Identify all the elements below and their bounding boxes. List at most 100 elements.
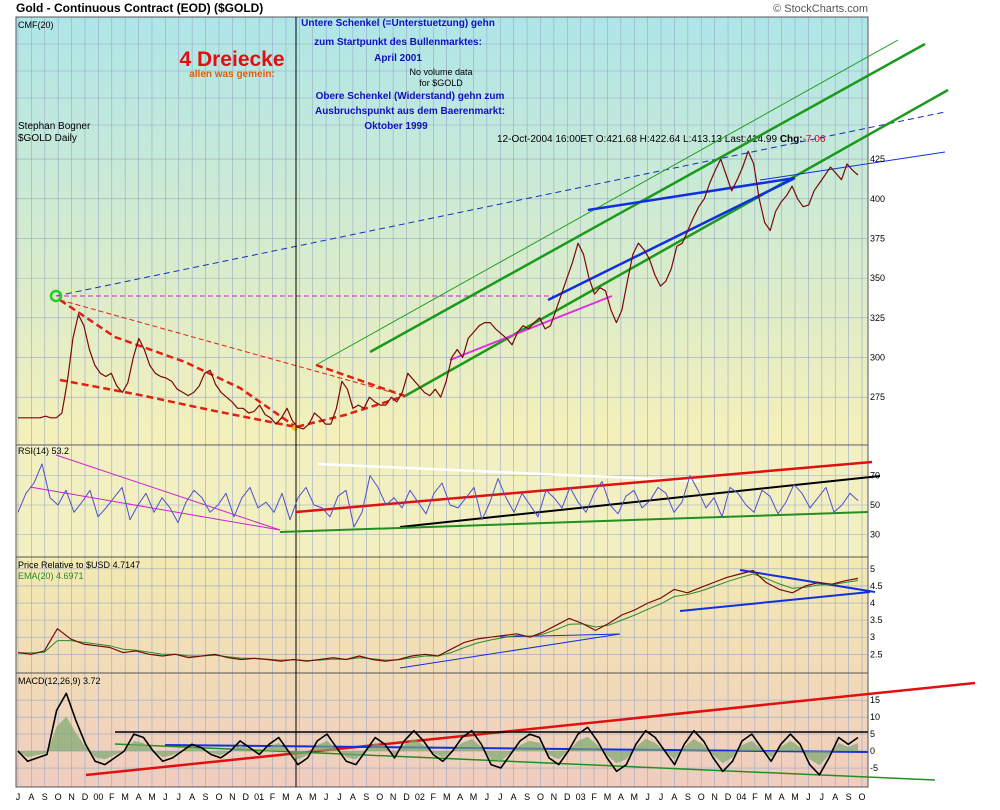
- x-tick-label: 01: [254, 792, 264, 802]
- y-tick-label: 5: [870, 729, 875, 739]
- quote-values: 12-Oct-2004 16:00ET O:421.68 H:422.64 L:…: [497, 134, 777, 145]
- x-tick-label: O: [215, 792, 222, 802]
- y-tick-label: 0: [870, 746, 875, 756]
- rsi-title: RSI(14) 53.2: [18, 446, 69, 456]
- x-tick-label: 00: [93, 792, 103, 802]
- x-tick-label: F: [109, 792, 115, 802]
- y-tick-label: 15: [870, 695, 880, 705]
- annotation-red-title: 4 Dreiecke: [179, 48, 284, 71]
- x-tick-label: M: [470, 792, 478, 802]
- y-tick-label: 325: [870, 313, 885, 323]
- x-tick-label: A: [671, 792, 677, 802]
- x-tick-label: S: [203, 792, 209, 802]
- annotation-blue-line-6: Oktober 1999: [364, 121, 428, 132]
- x-tick-label: O: [55, 792, 62, 802]
- trendline-red-wedge-right: [315, 363, 406, 398]
- x-tick-label: A: [779, 792, 785, 802]
- macd-title: MACD(12,26,9) 3.72: [18, 676, 101, 686]
- x-tick-label: M: [443, 792, 451, 802]
- ema-title: EMA(20) 4.6971: [18, 571, 84, 581]
- x-tick-label: O: [376, 792, 383, 802]
- y-tick-label: 3.5: [870, 615, 883, 625]
- x-tick-label: A: [618, 792, 624, 802]
- x-tick-label: A: [28, 792, 34, 802]
- annotation-blue-block: Untere Schenkel (=Unterstuetzung) gehn z…: [301, 18, 505, 132]
- x-tick-label: M: [121, 792, 129, 802]
- y-tick-label: 2.5: [870, 649, 883, 659]
- x-tick-label: J: [498, 792, 503, 802]
- annotation-blue-line-5: Ausbruchspunkt aus dem Baerenmarkt:: [315, 106, 505, 117]
- x-tick-label: J: [16, 792, 21, 802]
- x-tick-label: A: [832, 792, 838, 802]
- start-point-marker: [49, 289, 63, 303]
- relative-series-line: [17, 569, 859, 662]
- y-tick-label: 50: [870, 500, 880, 510]
- x-tick-label: D: [82, 792, 89, 802]
- ticks-layer: J A S O N D 00 F M A M J J A S O N D 01 F M A M J J A S O N D 02 F M A M J J…: [16, 154, 885, 802]
- rsi-trendlines: [29, 454, 881, 533]
- x-tick-label: J: [820, 792, 825, 802]
- x-tick-label: J: [324, 792, 329, 802]
- x-tick-label: S: [42, 792, 48, 802]
- x-tick-label: D: [403, 792, 410, 802]
- chart-title: Gold - Continuous Contract (EOD) ($GOLD): [16, 1, 263, 15]
- x-tick-label: O: [858, 792, 865, 802]
- trendline-red-wedge-top: [59, 298, 297, 429]
- x-tick-label: D: [564, 792, 571, 802]
- y-tick-label: 4.5: [870, 581, 883, 591]
- price-panel-bg: [16, 17, 868, 445]
- x-tick-label: S: [846, 792, 852, 802]
- y-tick-label: 30: [870, 529, 880, 539]
- trendline-magenta-wedge: [449, 295, 613, 361]
- symbol-label: $GOLD Daily: [18, 133, 77, 144]
- relative-trendlines: [399, 569, 876, 669]
- x-tick-label: O: [698, 792, 705, 802]
- x-tick-label: 03: [576, 792, 586, 802]
- chg-label: Chg:: [780, 134, 803, 145]
- trendline-blue-thin-right: [759, 151, 946, 181]
- annotation-red-subtitle: allen was gemein:: [189, 69, 275, 80]
- x-tick-label: J: [177, 792, 182, 802]
- trendline-red-wedge-bottom: [59, 378, 406, 429]
- x-tick-label: N: [390, 792, 397, 802]
- trendline-blue-wedge-upper: [587, 176, 796, 212]
- y-tick-label: 275: [870, 392, 885, 402]
- quote-line: 12-Oct-2004 16:00ET O:421.68 H:422.64 L:…: [497, 134, 826, 145]
- x-tick-label: 02: [415, 792, 425, 802]
- x-tick-label: N: [551, 792, 558, 802]
- x-tick-label: J: [163, 792, 168, 802]
- y-tick-label: -5: [870, 763, 878, 773]
- no-volume-line-1: No volume data: [409, 67, 472, 77]
- trendline-blue-dashed-long: [55, 111, 946, 297]
- x-tick-label: F: [270, 792, 276, 802]
- x-tick-label: F: [752, 792, 758, 802]
- series-layer: [17, 150, 859, 776]
- annotation-blue-line-2: zum Startpunkt des Bullenmarktes:: [314, 37, 482, 48]
- x-tick-label: A: [457, 792, 463, 802]
- x-tick-label: N: [711, 792, 718, 802]
- x-tick-label: A: [350, 792, 356, 802]
- x-tick-label: S: [363, 792, 369, 802]
- macd-series-line: [17, 692, 859, 776]
- y-tick-label: 425: [870, 154, 885, 164]
- cmf-label: CMF(20): [18, 20, 54, 30]
- x-tick-label: S: [685, 792, 691, 802]
- trendline-green-lower: [404, 88, 949, 398]
- x-tick-label: J: [806, 792, 811, 802]
- x-tick-label: M: [309, 792, 317, 802]
- x-tick-label: J: [645, 792, 650, 802]
- author-label: Stephan Bogner: [18, 121, 91, 132]
- rsi-series-line: [17, 463, 859, 528]
- x-tick-label: N: [68, 792, 75, 802]
- x-tick-label: A: [136, 792, 142, 802]
- x-tick-label: S: [524, 792, 530, 802]
- x-tick-label: J: [659, 792, 664, 802]
- y-tick-label: 4: [870, 598, 875, 608]
- x-tick-label: M: [791, 792, 799, 802]
- y-tick-label: 10: [870, 712, 880, 722]
- y-tick-label: 3: [870, 632, 875, 642]
- x-tick-label: M: [148, 792, 156, 802]
- credit-label: © StockCharts.com: [773, 3, 868, 15]
- x-tick-label: M: [604, 792, 612, 802]
